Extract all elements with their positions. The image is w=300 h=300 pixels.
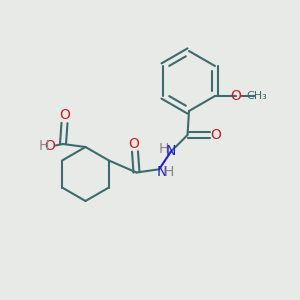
- Text: O: O: [128, 137, 139, 151]
- Text: O: O: [230, 89, 242, 103]
- Text: H: H: [39, 139, 49, 152]
- Text: N: N: [166, 145, 176, 158]
- Text: O: O: [210, 128, 221, 142]
- Text: N: N: [156, 166, 167, 179]
- Text: H: H: [158, 142, 169, 156]
- Text: CH₃: CH₃: [247, 91, 267, 101]
- Text: O: O: [45, 139, 56, 152]
- Text: H: H: [164, 166, 174, 179]
- Text: O: O: [59, 109, 70, 122]
